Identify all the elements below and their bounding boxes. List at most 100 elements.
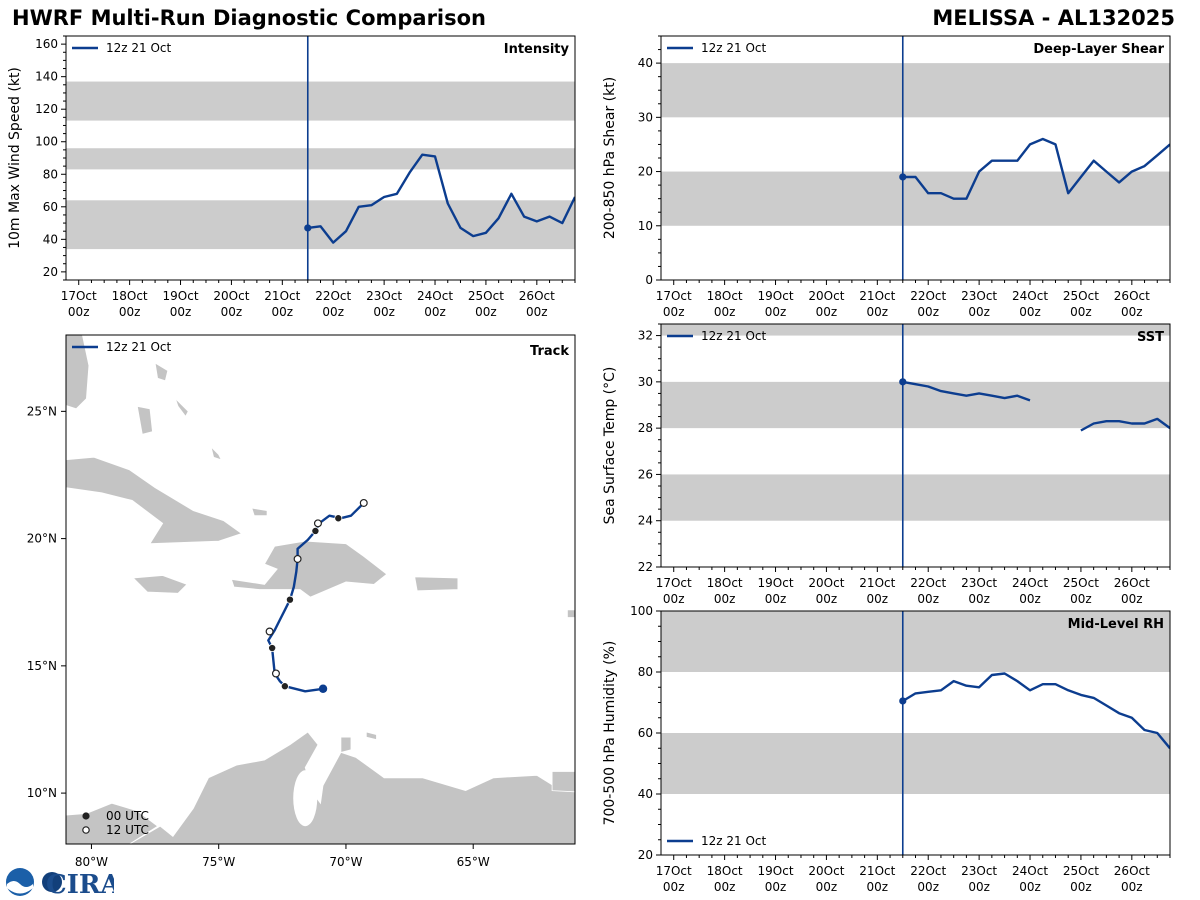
land-cayman [56,554,64,558]
rh-band-0 [661,733,1170,794]
sst-plot-area [661,324,1170,567]
intensity-xtick-day: 19Oct [163,289,199,303]
rh-xtick-hour: 00z [765,880,787,894]
land-jamaica [132,575,188,594]
panel-shear: 0 10 20 30 40 200-850 hPa Shear (kt) 17Oct 00z 1… [602,35,1171,319]
shear-xtick-hour: 00z [917,305,939,319]
sst-xtick-day: 23Oct [961,576,997,590]
rh-series-line-0 [902,672,1170,750]
intensity-band-2 [66,81,575,121]
shear-xtick-day: 26Oct [1114,289,1150,303]
rh-ytick-label: 40 [638,787,653,801]
intensity-xtick-hour: 00z [373,305,395,319]
intensity-xtick-hour: 00z [68,305,90,319]
intensity-legend-label: 12z 21 Oct [106,41,172,55]
land-lesser-antilles [567,609,575,618]
land-puerto-rico [414,576,459,592]
intensity-ytick-label: 40 [43,232,58,246]
shear-legend-label: 12z 21 Oct [701,41,767,55]
sst-xtick-day: 17Oct [656,576,692,590]
panel-intensity: 20 40 60 80 100 120 140 160 10m Max Wind Speed (… [7,35,576,319]
track-ytick-label: 20°N [27,532,57,546]
shear-ytick-label: 20 [638,165,653,179]
rh-xtick-hour: 00z [663,880,685,894]
track-00utc-marker [334,514,343,523]
track-xtick-label: 65°W [457,855,490,869]
storm-title: MELISSA - AL132025 [932,6,1175,30]
shear-band-1 [661,63,1170,118]
noaa-cira-logo: CIRA [6,868,114,898]
sst-xtick-day: 21Oct [859,576,895,590]
sst-start-point [899,378,907,386]
shear-xtick-day: 24Oct [1012,289,1048,303]
sst-xtick-day: 26Oct [1114,576,1150,590]
land-paraguana [340,736,352,753]
rh-xtick-day: 21Oct [859,864,895,878]
track-start-point [318,684,328,693]
shear-xtick-hour: 00z [1070,305,1092,319]
track-ytick-label: 25°N [27,404,57,418]
panel-track: 80°W 75°W 70°W 65°W 10°N 15°N 20°N 25°N Track 12z… [27,334,576,869]
track-frame [65,334,576,845]
rh-xtick-hour: 00z [968,880,990,894]
intensity-xtick-day: 20Oct [213,289,249,303]
intensity-xtick-day: 22Oct [315,289,351,303]
land-florida [66,335,90,410]
shear-xtick-hour: 00z [714,305,736,319]
track-00utc-marker [311,526,320,535]
intensity-xtick-day: 21Oct [264,289,300,303]
track-00utc-marker [285,595,294,604]
rh-ytick-label: 80 [638,665,653,679]
intensity-ytick-label: 160 [35,37,58,51]
sst-frame [660,323,1171,568]
intensity-xtick-hour: 00z [170,305,192,319]
shear-series-line-0 [902,137,1170,200]
shear-xtick-hour: 00z [663,305,685,319]
rh-xtick-day: 18Oct [707,864,743,878]
rh-ylabel: 700-500 hPa Humidity (%) [602,641,618,826]
intensity-xtick-day: 26Oct [519,289,555,303]
sst-xtick-hour: 00z [867,592,889,606]
shear-band-0 [661,171,1170,226]
shear-ylabel: 200-850 hPa Shear (kt) [602,77,618,239]
legend-12utc-marker [82,826,90,834]
sst-xtick-hour: 00z [968,592,990,606]
track-legend-label: 12z 21 Oct [106,340,172,354]
sst-xtick-day: 24Oct [1012,576,1048,590]
intensity-xtick-hour: 00z [475,305,497,319]
rh-xtick-hour: 00z [714,880,736,894]
shear-xtick-day: 21Oct [859,289,895,303]
rh-xtick-hour: 00z [1121,880,1143,894]
intensity-xtick-hour: 00z [272,305,294,319]
rh-xtick-day: 17Oct [656,864,692,878]
rh-start-point [899,697,907,705]
sst-xtick-hour: 00z [1019,592,1041,606]
shear-xtick-hour: 00z [816,305,838,319]
sst-xtick-hour: 00z [1121,592,1143,606]
sst-band-0 [661,474,1170,521]
sst-xtick-day: 18Oct [707,576,743,590]
sst-ytick-label: 26 [638,467,653,481]
rh-xtick-hour: 00z [917,880,939,894]
rh-xtick-day: 19Oct [758,864,794,878]
rh-ytick-label: 60 [638,726,653,740]
intensity-series-line-0 [307,153,575,244]
land-eleuthera [175,398,189,418]
rh-xtick-hour: 00z [1070,880,1092,894]
track-12utc-marker [313,519,322,528]
intensity-band-0 [66,200,575,250]
track-xtick-label: 70°W [329,855,362,869]
track-00utc-marker [280,682,289,691]
sst-ytick-label: 30 [638,375,653,389]
sst-ytick-label: 28 [638,421,653,435]
sst-series-line-1 [1080,417,1170,432]
track-xtick-label: 80°W [75,855,108,869]
intensity-xtick-hour: 00z [526,305,548,319]
land-inagua [251,507,268,517]
shear-xtick-hour: 00z [968,305,990,319]
intensity-ytick-label: 20 [43,265,58,279]
shear-title: Deep-Layer Shear [1033,42,1164,57]
rh-xtick-day: 20Oct [808,864,844,878]
intensity-ytick-label: 80 [43,167,58,181]
